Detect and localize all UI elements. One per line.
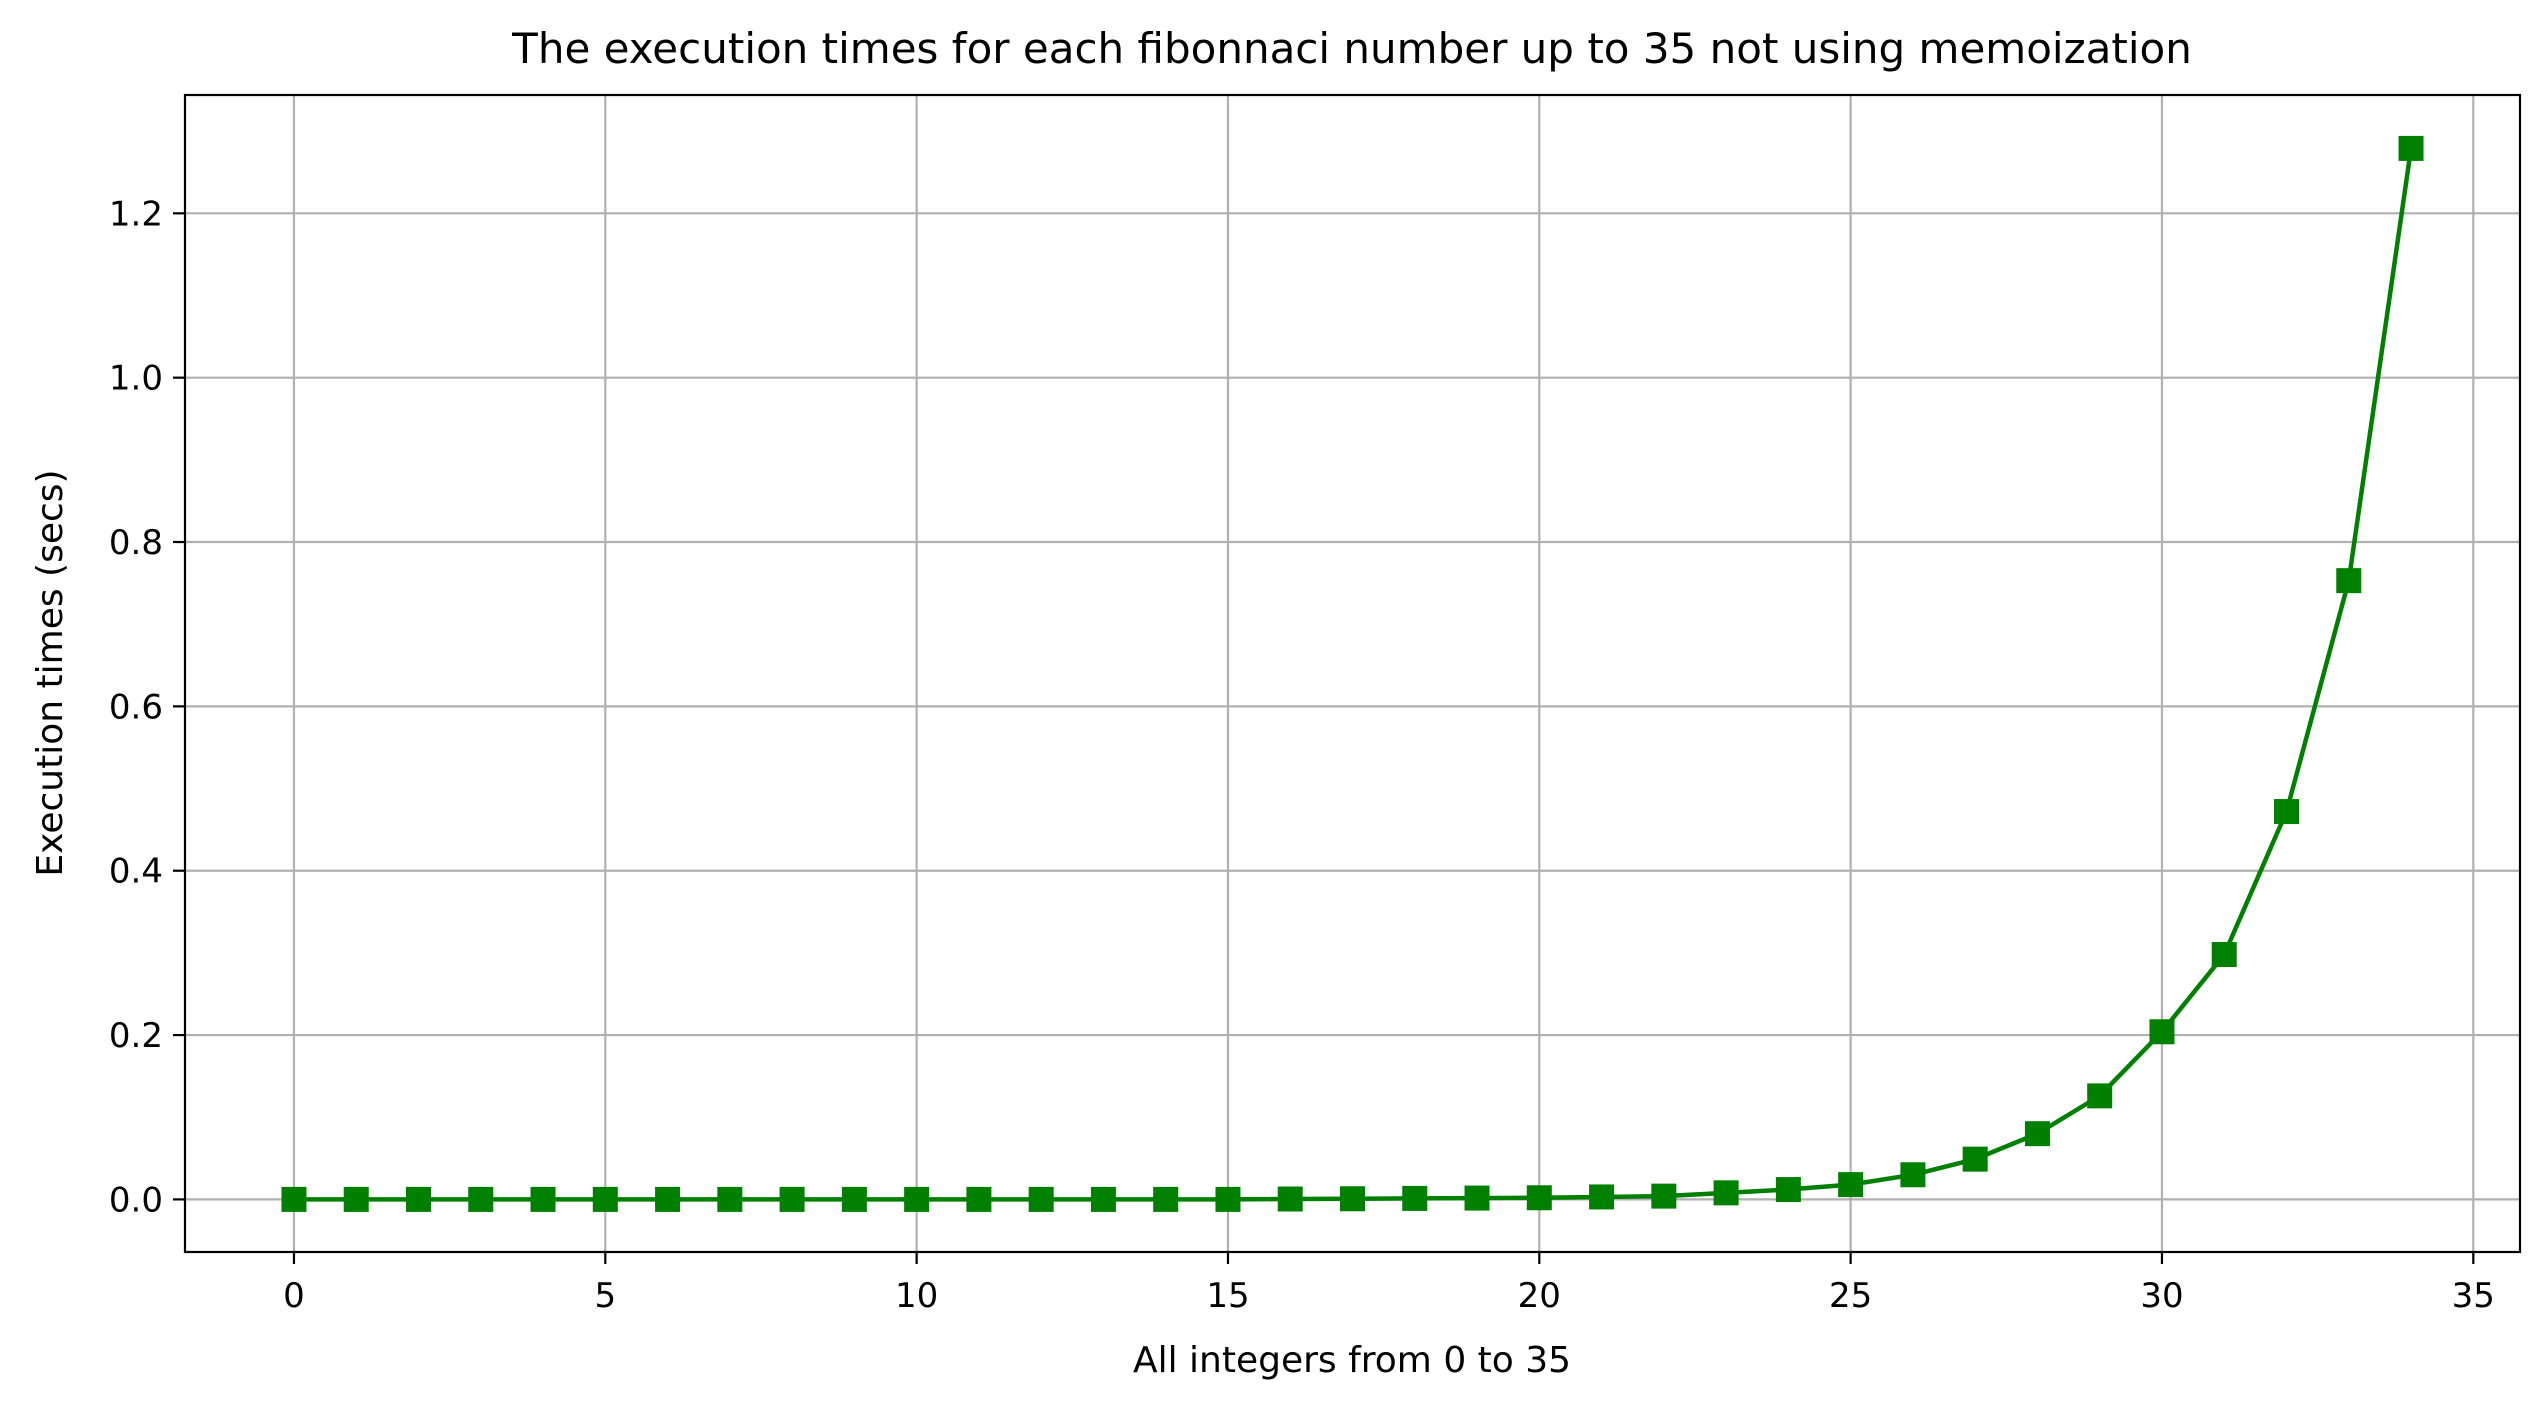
data-point-marker [1340, 1186, 1365, 1212]
data-point-marker [841, 1186, 867, 1212]
y-axis-ticks: 0.0 0.2 0.4 0.6 0.8 1.0 1.2 [109, 194, 185, 1220]
grid [185, 95, 2520, 1252]
y-tick-label: 1.0 [109, 359, 163, 399]
y-tick-label: 0.4 [109, 852, 163, 892]
data-point-marker [655, 1186, 681, 1212]
data-point-marker [2336, 568, 2362, 594]
data-point-marker [2087, 1083, 2113, 1109]
data-point-marker [1651, 1183, 1677, 1209]
data-point-marker [1526, 1185, 1552, 1211]
data-point-marker [2024, 1121, 2050, 1147]
x-tick-label: 30 [2140, 1276, 2183, 1316]
data-point-marker [1215, 1186, 1241, 1212]
data-point-marker [530, 1186, 556, 1212]
x-tick-label: 0 [283, 1276, 305, 1316]
data-point-marker [1153, 1186, 1179, 1212]
data-point-marker [779, 1186, 805, 1212]
data-point-marker [2211, 942, 2237, 968]
x-tick-label: 20 [1518, 1276, 1561, 1316]
y-tick-label: 0.8 [109, 523, 163, 563]
data-point-marker [1775, 1177, 1801, 1203]
data-point-marker [1838, 1172, 1864, 1198]
data-point-marker [904, 1186, 930, 1212]
data-point-marker [1900, 1162, 1926, 1188]
data-point-marker [281, 1186, 307, 1212]
data-point-marker [1090, 1186, 1116, 1212]
x-axis-ticks: 0 5 10 15 20 25 30 35 [283, 1252, 2495, 1316]
data-point-marker [592, 1186, 618, 1212]
data-point-marker [1402, 1185, 1428, 1211]
x-tick-label: 25 [1829, 1276, 1872, 1316]
y-tick-label: 1.2 [109, 194, 163, 234]
data-point-marker [343, 1186, 369, 1212]
data-point-marker [1028, 1186, 1054, 1212]
data-point-marker [468, 1186, 494, 1212]
x-tick-label: 10 [895, 1276, 938, 1316]
plot-frame [183, 93, 2522, 1254]
data-point-marker [1713, 1180, 1739, 1206]
data-point-marker [2398, 135, 2424, 161]
data-point-marker [966, 1186, 992, 1212]
y-tick-label: 0.0 [109, 1180, 163, 1220]
data-point-marker [1464, 1185, 1490, 1211]
data-point-marker [2274, 799, 2299, 825]
x-axis-label: All integers from 0 to 35 [1133, 1340, 1571, 1381]
chart-title: The execution times for each fibonnaci n… [511, 24, 2192, 73]
x-tick-label: 5 [594, 1276, 616, 1316]
series-layer [281, 135, 2424, 1212]
data-point-marker [1589, 1184, 1615, 1210]
x-tick-label: 35 [2452, 1276, 2495, 1316]
y-tick-label: 0.6 [109, 687, 163, 727]
y-axis-label: Execution times (secs) [30, 469, 71, 876]
data-point-marker [1962, 1146, 1988, 1172]
data-point-marker [717, 1186, 743, 1212]
data-point-marker [1277, 1186, 1303, 1212]
y-tick-label: 0.2 [109, 1016, 163, 1056]
x-tick-label: 15 [1206, 1276, 1249, 1316]
data-point-marker [406, 1186, 431, 1212]
data-point-marker [2149, 1019, 2175, 1045]
